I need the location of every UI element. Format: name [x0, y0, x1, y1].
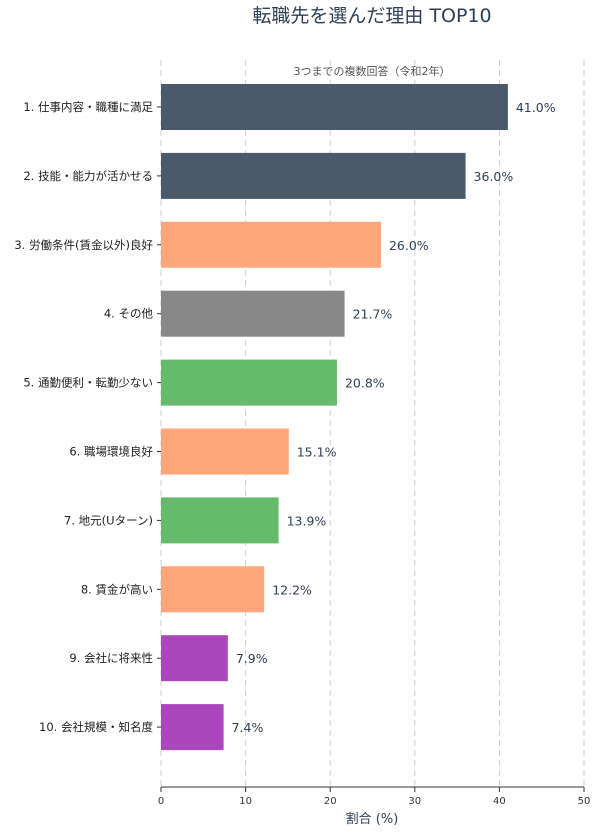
value-label: 15.1%	[297, 445, 337, 460]
x-tick-label: 20	[324, 796, 337, 807]
x-tick-label: 0	[158, 796, 164, 807]
category-label: 4. その他	[104, 307, 154, 321]
category-label: 1. 仕事内容・職種に満足	[23, 100, 153, 114]
bars-group	[161, 84, 508, 751]
x-axis-label: 割合 (%)	[346, 811, 399, 827]
value-label: 20.8%	[345, 376, 385, 391]
bar	[161, 84, 508, 130]
value-label: 13.9%	[287, 513, 327, 528]
x-ticks: 0 10 20 30 40 50	[158, 787, 591, 807]
x-tick-label: 40	[493, 796, 506, 807]
category-label: 6. 職場環境良好	[69, 445, 153, 459]
category-label: 10. 会社規模・知名度	[39, 720, 153, 734]
category-label: 7. 地元(Uターン)	[64, 513, 153, 527]
x-tick-label: 50	[578, 796, 591, 807]
value-label: 7.4%	[232, 720, 264, 735]
value-label: 41.0%	[516, 100, 556, 115]
category-label: 2. 技能・能力が活かせる	[23, 169, 153, 183]
value-label: 12.2%	[272, 582, 312, 597]
category-label: 9. 会社に将来性	[69, 651, 153, 665]
value-label: 7.9%	[236, 651, 268, 666]
bar	[161, 359, 337, 406]
category-label: 3. 労働条件(賃金以外)良好	[14, 238, 153, 252]
value-label: 36.0%	[474, 169, 514, 184]
x-tick-label: 30	[408, 796, 421, 807]
category-label: 5. 通勤便利・転勤少ない	[23, 376, 153, 390]
bar	[161, 152, 466, 199]
chart-title: 転職先を選んだ理由 TOP10	[252, 5, 491, 27]
bar	[161, 635, 228, 682]
chart-subtitle: 3つまでの複数回答（令和2年）	[294, 64, 451, 78]
category-labels: 1. 仕事内容・職種に満足 2. 技能・能力が活かせる 3. 労働条件(賃金以外)良…	[14, 100, 161, 734]
bar	[161, 704, 224, 751]
value-label: 21.7%	[353, 307, 393, 322]
bar	[161, 497, 279, 544]
x-tick-label: 10	[239, 796, 252, 807]
bar	[161, 221, 381, 268]
category-label: 8. 賃金が高い	[81, 582, 153, 596]
value-label: 26.0%	[389, 238, 429, 253]
bar	[161, 428, 289, 475]
value-labels: 41.0% 36.0% 26.0% 21.7% 20.8% 15.1% 13.9% 12.2%…	[232, 100, 556, 735]
bar	[161, 566, 265, 613]
bar	[161, 290, 345, 337]
